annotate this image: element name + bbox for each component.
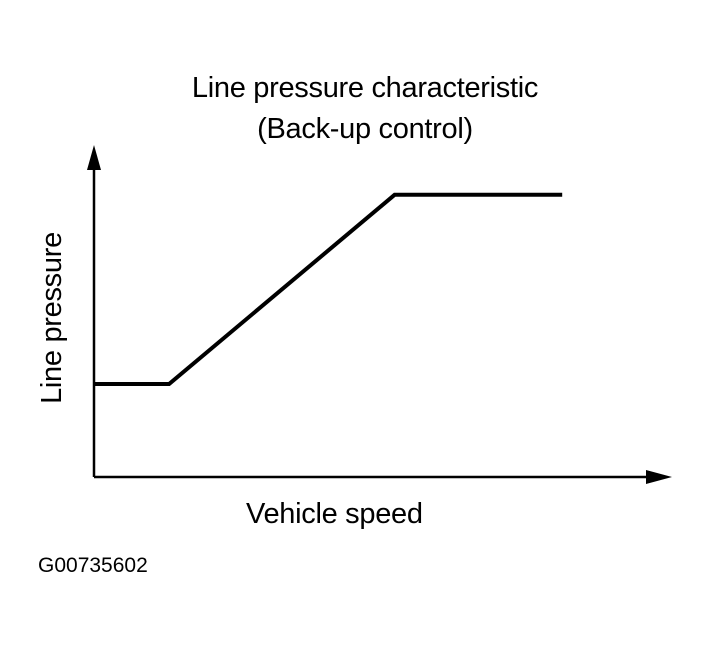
y-axis-arrowhead — [87, 145, 101, 170]
series-layer — [94, 192, 563, 386]
x-axis-label: Vehicle speed — [246, 498, 423, 530]
series-line-0 — [94, 192, 563, 386]
y-axis-label: Line pressure — [36, 232, 68, 404]
figure-id: G00735602 — [38, 554, 148, 577]
chart-title: Line pressure characteristic — [191, 72, 539, 104]
x-axis-arrowhead — [646, 470, 672, 484]
chart-subtitle: (Back-up control) — [257, 113, 473, 145]
